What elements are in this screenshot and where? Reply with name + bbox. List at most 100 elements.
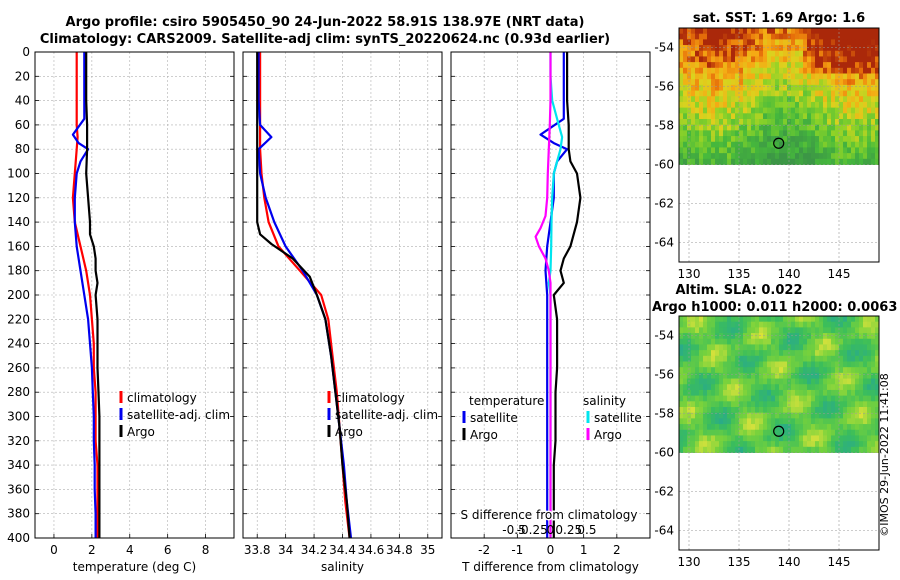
temperature-xtick-label: 0 <box>50 543 58 557</box>
salinity-xtick-label: 34.2 <box>301 543 328 557</box>
depth-tick-label: 180 <box>7 264 30 278</box>
sla_map-xtick-label: 130 <box>678 555 701 569</box>
salinity-legend-label: Argo <box>335 425 363 439</box>
sst_map-xtick-label: 130 <box>678 267 701 281</box>
temperature-xtick-label: 6 <box>164 543 172 557</box>
depth-tick-label: 100 <box>7 167 30 181</box>
depth-tick-label: 340 <box>7 458 30 472</box>
salinity-series-argo <box>256 52 351 539</box>
sla_map-ytick-label: -58 <box>654 407 674 421</box>
salinity-xtick-label: 35 <box>420 543 435 557</box>
salinity-xtick-label: 34.8 <box>386 543 413 557</box>
difference-xtick-label: 2 <box>613 543 621 557</box>
depth-tick-label: 260 <box>7 361 30 375</box>
depth-tick-label: 240 <box>7 337 30 351</box>
sla_map-xtick-label: 145 <box>828 555 851 569</box>
sst_map-xtick-label: 145 <box>828 267 851 281</box>
sst_map-ytick-label: -60 <box>654 158 674 172</box>
temperature-xlabel: temperature (deg C) <box>73 560 196 574</box>
difference-xtick-label: -1 <box>511 543 523 557</box>
difference-xlabel: T difference from climatology <box>461 560 639 574</box>
depth-tick-label: 20 <box>15 69 30 83</box>
depth-tick-label: 160 <box>7 239 30 253</box>
difference-series-s-argo <box>534 52 552 538</box>
figure-title-line1: Argo profile: csiro 5905450_90 24-Jun-20… <box>65 15 585 30</box>
difference-legend-t-title: temperature <box>469 394 544 408</box>
sla_map-ytick-label: -64 <box>654 524 674 538</box>
difference-legend-t-label: satellite <box>470 411 518 425</box>
depth-tick-label: 140 <box>7 215 30 229</box>
salinity-legend-label: climatology <box>335 391 405 405</box>
sla_map-ytick-label: -60 <box>654 446 674 460</box>
difference-stick-label: 0.5 <box>577 523 596 537</box>
temperature-xtick-label: 4 <box>126 543 134 557</box>
salinity-xlabel: salinity <box>321 560 364 574</box>
sla_map-ytick-label: -54 <box>654 329 674 343</box>
sla-map-title-line2: Argo h1000: 0.011 h2000: 0.0063 <box>652 300 897 315</box>
difference-legend-s-title: salinity <box>583 394 626 408</box>
salinity-frame <box>242 51 443 539</box>
figure-title-line2: Climatology: CARS2009. Satellite-adj cli… <box>39 32 611 47</box>
temperature-series-argo <box>85 52 101 538</box>
sst_map-xtick-label: 140 <box>778 267 801 281</box>
difference-xlabel-top: S difference from climatology <box>461 508 638 522</box>
depth-tick-label: 360 <box>7 482 30 496</box>
sst_map-ytick-label: -58 <box>654 119 674 133</box>
sst_map-heatmap <box>679 28 880 165</box>
sst_map-argo-marker <box>773 137 785 149</box>
depth-tick-label: 80 <box>15 142 30 156</box>
depth-tick-label: 60 <box>15 118 30 132</box>
sst_map-ytick-label: -56 <box>654 80 674 94</box>
salinity-xtick-label: 33.8 <box>244 543 271 557</box>
depth-tick-label: 120 <box>7 191 30 205</box>
difference-stick-label: 0 <box>547 523 555 537</box>
difference-frame <box>450 51 651 539</box>
depth-tick-label: 400 <box>7 531 30 545</box>
sla_map-xtick-label: 140 <box>778 555 801 569</box>
depth-tick-label: 320 <box>7 434 30 448</box>
sla_map-frame <box>678 315 880 551</box>
temperature-legend-label: Argo <box>127 425 155 439</box>
sst_map-ytick-label: -54 <box>654 41 674 55</box>
sst_map-ytick-label: -62 <box>654 197 674 211</box>
temperature-xtick-label: 2 <box>88 543 96 557</box>
difference-xtick-label: 0 <box>547 543 555 557</box>
sla_map-argo-marker <box>773 425 785 437</box>
temperature-legend-label: satellite-adj. clim <box>127 408 230 422</box>
depth-tick-label: 300 <box>7 410 30 424</box>
difference-stick-label: -0.5 <box>502 523 525 537</box>
salinity-legend-label: satellite-adj. clim <box>335 408 438 422</box>
sst_map-ytick-label: -64 <box>654 236 674 250</box>
depth-tick-label: 0 <box>22 45 30 59</box>
sla_map-ytick-label: -56 <box>654 368 674 382</box>
sla_map-xtick-label: 135 <box>728 555 751 569</box>
difference-legend-s-label: satellite <box>594 411 642 425</box>
temperature-xtick-label: 8 <box>202 543 210 557</box>
depth-tick-label: 280 <box>7 385 30 399</box>
temperature-legend-label: climatology <box>127 391 197 405</box>
temperature-series-satellite-adj-clim <box>71 52 97 538</box>
sst_map-xtick-label: 135 <box>728 267 751 281</box>
salinity-xtick-label: 34.6 <box>358 543 385 557</box>
difference-xtick-label: 1 <box>580 543 588 557</box>
difference-legend-t-label: Argo <box>470 428 498 442</box>
sla_map-heatmap <box>679 316 880 453</box>
difference-legend-s-label: Argo <box>594 428 622 442</box>
salinity-xtick-label: 34 <box>278 543 293 557</box>
temperature-series-climatology <box>71 52 99 538</box>
depth-tick-label: 40 <box>15 94 30 108</box>
sla-map-title-line1: Altim. SLA: 0.022 <box>676 283 803 298</box>
difference-stick-label: -0.25 <box>517 523 548 537</box>
depth-tick-label: 200 <box>7 288 30 302</box>
difference-xtick-label: -2 <box>478 543 490 557</box>
sst_map-frame <box>678 27 880 263</box>
depth-tick-label: 380 <box>7 507 30 521</box>
sst-map-title: sat. SST: 1.69 Argo: 1.6 <box>693 11 865 26</box>
salinity-xtick-label: 34.4 <box>329 543 356 557</box>
depth-tick-label: 220 <box>7 312 30 326</box>
imos-credit: ©IMOS 29-Jun-2022 11:41:08 <box>878 373 891 537</box>
difference-series-t-argo <box>552 52 582 538</box>
temperature-frame <box>34 51 235 539</box>
difference-stick-label: 0.25 <box>555 523 582 537</box>
